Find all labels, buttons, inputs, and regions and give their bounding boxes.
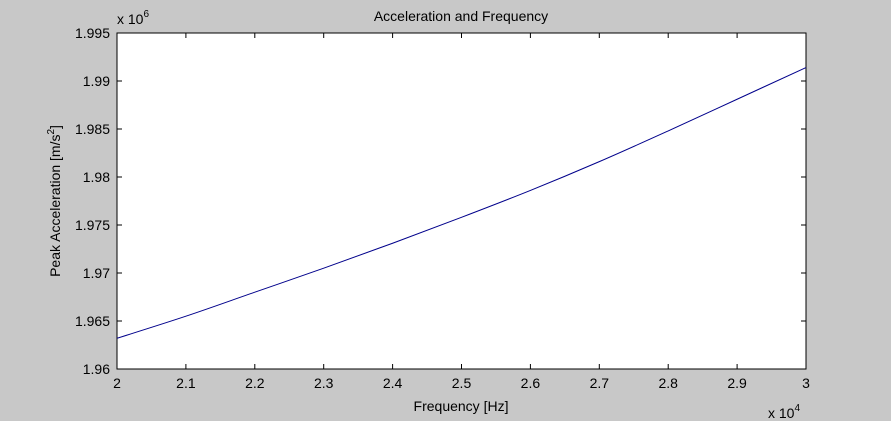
y-axis-multiplier-exponent: 6: [143, 9, 149, 20]
x-axis-label: Frequency [Hz]: [414, 398, 509, 414]
y-axis-label-end: ]: [47, 125, 63, 129]
x-axis-multiplier-exponent: 4: [794, 403, 800, 414]
x-tick-label: 2.8: [658, 375, 678, 391]
y-tick-label: 1.96: [83, 361, 110, 377]
x-tick-label: 2: [113, 375, 121, 391]
y-tick-labels: 1.96 1.965 1.97 1.975 1.98 1.985 1.99 1.995: [75, 25, 110, 377]
x-tick-label: 2.4: [383, 375, 403, 391]
y-tick-label: 1.97: [83, 265, 110, 281]
x-tick-labels: 2 2.1 2.2 2.3 2.4 2.5 2.6 2.7 2.8 2.9 3: [113, 375, 810, 391]
x-tick-label: 2.2: [245, 375, 265, 391]
x-tick-label: 2.1: [176, 375, 196, 391]
y-axis-label: Peak Acceleration [m/s2]: [46, 125, 63, 277]
y-axis-multiplier-base: x 10: [117, 11, 144, 27]
x-tick-label: 3: [802, 375, 810, 391]
y-tick-label: 1.985: [75, 121, 110, 137]
x-tick-label: 2.3: [314, 375, 334, 391]
y-tick-label: 1.965: [75, 313, 110, 329]
x-tick-label: 2.5: [452, 375, 472, 391]
x-tick-label: 2.7: [590, 375, 610, 391]
x-tick-label: 2.9: [727, 375, 747, 391]
y-tick-label: 1.99: [83, 73, 110, 89]
y-tick-label: 1.975: [75, 217, 110, 233]
y-axis-label-main: Peak Acceleration [m/s: [47, 135, 63, 277]
y-axis-multiplier: x 106: [117, 9, 149, 27]
plot-area: [117, 33, 806, 369]
y-tick-label: 1.995: [75, 25, 110, 41]
x-axis-multiplier: x 104: [768, 403, 800, 421]
y-tick-label: 1.98: [83, 169, 110, 185]
x-axis-multiplier-base: x 10: [768, 405, 795, 421]
x-tick-label: 2.6: [521, 375, 541, 391]
chart-title: Acceleration and Frequency: [374, 8, 548, 24]
